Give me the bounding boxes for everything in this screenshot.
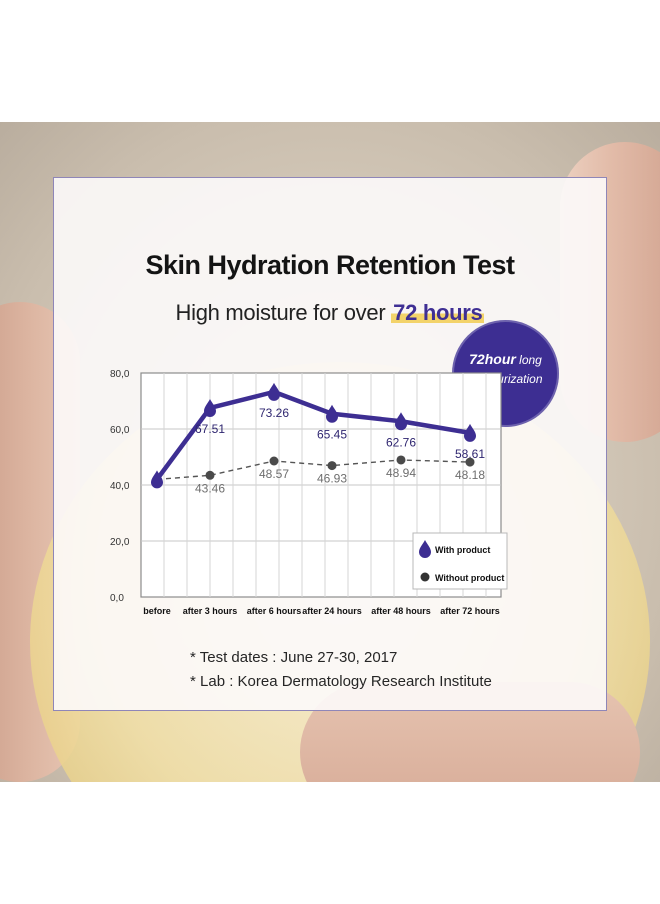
badge-line-1: 72hour long — [452, 351, 559, 367]
with-product-data-label: 58.61 — [455, 447, 485, 461]
x-tick-label: after 6 hours — [247, 606, 302, 616]
legend-with-product-icon — [419, 540, 431, 558]
with-product-point — [326, 404, 338, 423]
without-product-data-label: 48.94 — [386, 466, 416, 480]
legend-with-product-label: With product — [435, 545, 490, 555]
y-tick-label: 60,0 — [110, 425, 130, 436]
test-notes: * Test dates : June 27-30, 2017 * Lab : … — [190, 646, 520, 694]
series-without-product-line — [156, 459, 471, 481]
with-product-data-label: 73.26 — [259, 406, 289, 420]
with-product-point — [151, 470, 163, 489]
legend-box — [412, 532, 508, 590]
with-product-point — [464, 423, 476, 442]
without-product-data-label: 48.57 — [259, 467, 289, 481]
without-product-point — [269, 456, 279, 466]
chart-subtitle: High moisture for over 72 hours — [0, 300, 660, 326]
without-product-data-label: 43.46 — [195, 481, 225, 495]
with-product-point — [268, 382, 280, 401]
note-test-dates: * Test dates : June 27-30, 2017 — [190, 649, 398, 666]
with-product-data-label: 65.45 — [317, 428, 347, 442]
without-product-point — [205, 470, 215, 480]
note-lab: * Lab : Korea Dermatology Research Insti… — [190, 673, 492, 690]
with-product-point — [395, 412, 407, 431]
without-product-data-label: 46.93 — [317, 472, 347, 486]
y-tick-label: 0,0 — [110, 593, 124, 604]
without-product-point — [465, 457, 475, 467]
chart-title: Skin Hydration Retention Test — [145, 250, 515, 280]
with-product-point — [204, 398, 216, 417]
y-tick-label: 20,0 — [110, 537, 130, 548]
x-tick-label: after 48 hours — [371, 606, 431, 616]
with-product-data-label: 62.76 — [386, 435, 416, 449]
x-tick-label: after 72 hours — [440, 606, 500, 616]
without-product-point — [327, 461, 337, 471]
legend-without-product-label: Without product — [435, 573, 504, 583]
legend-without-product-icon — [420, 572, 430, 582]
with-product-data-label: 67.51 — [195, 422, 225, 436]
x-tick-label: after 3 hours — [183, 606, 238, 616]
y-tick-label: 80,0 — [110, 369, 130, 380]
x-tick-label: before — [143, 606, 171, 616]
y-tick-label: 40,0 — [110, 481, 130, 492]
x-tick-label: after 24 hours — [302, 606, 362, 616]
subtitle-text: High moisture for over — [175, 300, 386, 325]
subtitle-highlight: 72 hours — [391, 300, 485, 325]
without-product-data-label: 48.18 — [455, 468, 485, 482]
without-product-point — [396, 455, 406, 465]
badge-line-1-rest: long — [515, 353, 542, 367]
badge-bold: 72hour — [469, 351, 516, 367]
series-with-product-line — [155, 389, 471, 481]
